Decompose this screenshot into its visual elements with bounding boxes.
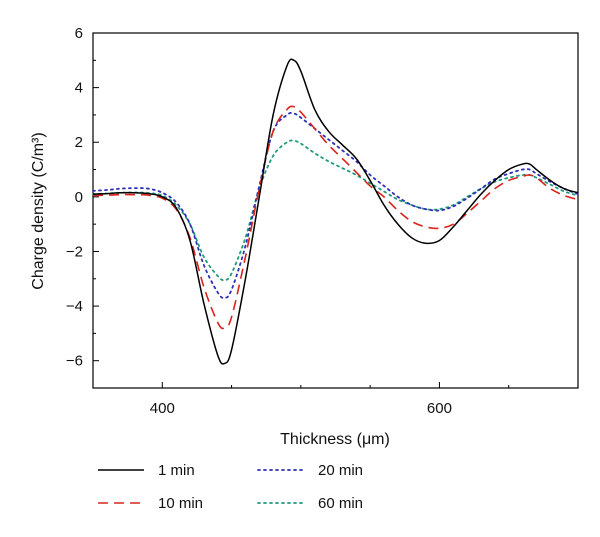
legend-label-4: 60 min — [318, 495, 363, 512]
series-line-1 — [92, 58, 579, 365]
y-tick-label: −2 — [66, 243, 83, 260]
y-axis-label: Charge density (C/m³) — [30, 132, 47, 289]
legend-label-1: 1 min — [158, 462, 195, 479]
x-tick-label: 400 — [150, 400, 175, 417]
series-layer — [92, 58, 579, 365]
x-axis: 400 600 — [92, 382, 579, 417]
y-tick-label: 4 — [75, 80, 83, 97]
series-line-4 — [92, 139, 579, 282]
y-tick-label: 6 — [75, 25, 83, 42]
y-tick-label: 2 — [75, 134, 83, 151]
y-tick-label: −6 — [66, 353, 83, 370]
legend: 1 min 10 min 20 min 60 min — [98, 462, 363, 512]
legend-label-2: 10 min — [158, 495, 203, 512]
x-tick-label: 600 — [427, 400, 452, 417]
y-tick-label: −4 — [66, 298, 83, 315]
x-axis-label: Thickness (μm) — [280, 431, 390, 448]
legend-label-3: 20 min — [318, 462, 363, 479]
y-axis: −6 −4 −2 0 2 4 6 — [66, 25, 99, 389]
plot-frame — [92, 32, 579, 389]
y-tick-label: 0 — [75, 189, 83, 206]
series-line-3 — [92, 112, 579, 299]
